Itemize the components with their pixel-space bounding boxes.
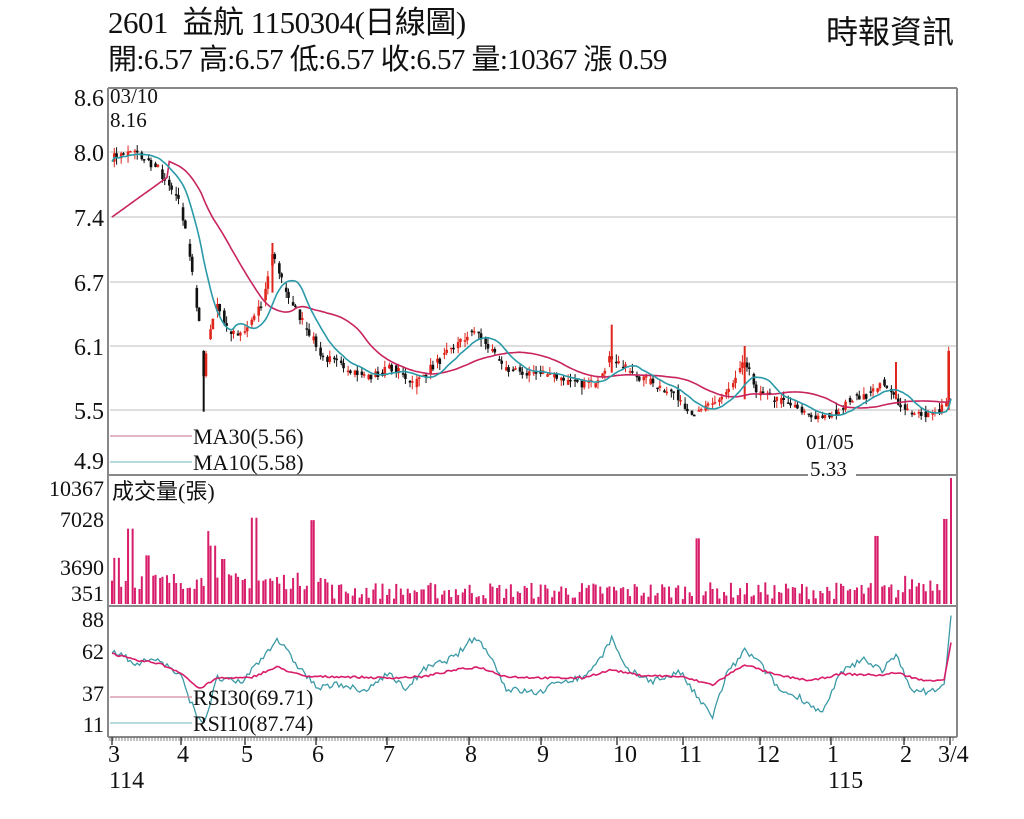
price-axis-labels: 8.6 8.0 7.4 6.7 6.1 5.5 4.9 [74, 86, 104, 475]
volume-title: 成交量(張) [112, 479, 215, 504]
price-tick-label: 8.6 [74, 86, 104, 112]
x-tick-label: 5 [241, 742, 253, 768]
low-marker-date: 01/05 [806, 430, 854, 454]
rsi-tick-label: 11 [83, 712, 104, 737]
volume-tick-label: 3690 [60, 555, 104, 580]
volume-tick-label: 351 [71, 581, 104, 606]
price-tick-label: 7.4 [74, 206, 104, 232]
price-tick-label: 6.1 [74, 335, 104, 361]
ohlc-summary: 開:6.57 高:6.57 低:6.57 收:6.57 量:10367 漲 0.… [108, 44, 667, 76]
candlesticks [112, 145, 951, 423]
ma10-legend: MA10(5.58) [193, 450, 304, 475]
ma30-line [111, 160, 952, 409]
x-tick-label: 7 [383, 742, 395, 768]
x-tick-label: 10 [613, 742, 637, 768]
price-tick-label: 4.9 [74, 449, 104, 475]
x-tick-label: 11 [679, 742, 702, 768]
price-tick-label: 5.5 [74, 399, 104, 425]
rsi-tick-label: 62 [82, 639, 104, 664]
chart-title: 2601 益航 1150304(日線圖) [108, 5, 466, 40]
high-marker-value: 8.16 [110, 108, 147, 132]
x-tick-label: 4 [177, 742, 189, 768]
rsi10-legend: RSI10(87.74) [193, 711, 313, 736]
rsi-tick-label: 88 [82, 607, 104, 632]
volume-tick-label: 7028 [60, 507, 104, 532]
price-tick-label: 8.0 [74, 141, 104, 167]
x-tick-label: 6 [312, 742, 324, 768]
x-tick-label: 2 [900, 742, 912, 768]
high-marker-date: 03/10 [110, 84, 158, 108]
x-tick-label: 3 [108, 742, 120, 768]
rsi30-legend: RSI30(69.71) [193, 685, 313, 710]
volume-tick-label: 10367 [49, 476, 104, 501]
x-tick-label: 3/4 [938, 742, 969, 768]
ma30-legend: MA30(5.56) [193, 424, 304, 449]
year-label: 115 [828, 768, 863, 794]
low-marker-bg [808, 458, 856, 480]
x-tick-label: 12 [756, 742, 780, 768]
ma10-line [111, 153, 952, 417]
panel-borders [107, 87, 958, 738]
volume-bars [111, 478, 952, 604]
rsi-axis-labels: 88 62 37 11 [82, 607, 104, 737]
x-tick-label: 1 [827, 742, 839, 768]
rsi30-line [111, 642, 952, 689]
rsi10-line [111, 615, 952, 725]
x-tick-label: 9 [537, 742, 549, 768]
year-label: 114 [109, 768, 144, 794]
x-tick-label: 8 [465, 742, 477, 768]
rsi-tick-label: 37 [82, 681, 104, 706]
low-marker-value: 5.33 [810, 457, 847, 481]
source-label: 時報資訊 [826, 14, 955, 50]
price-tick-label: 6.7 [74, 271, 104, 297]
